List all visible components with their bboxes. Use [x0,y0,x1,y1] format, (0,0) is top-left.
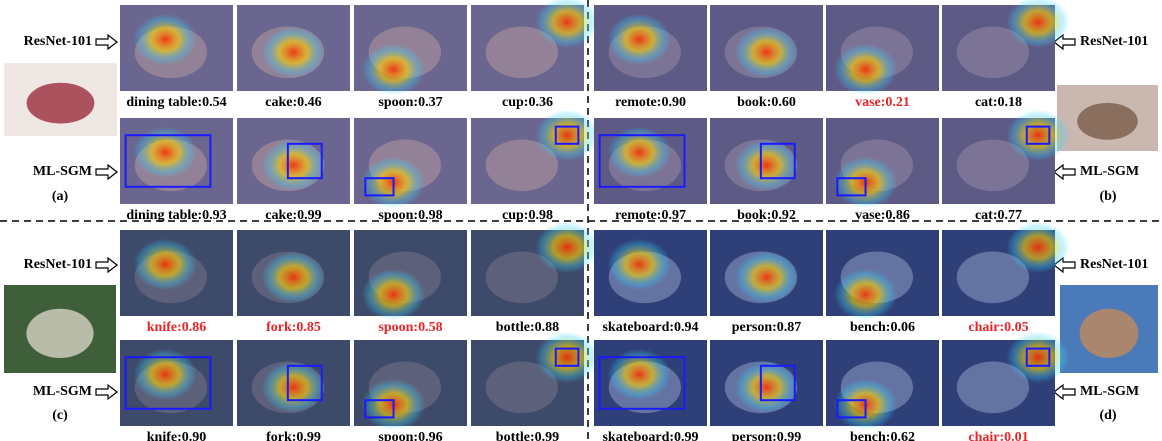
heatmap [362,44,425,96]
model-name: ResNet-101 [24,34,92,49]
heatmap [608,14,671,66]
heatmap [535,109,598,161]
class-score: cat:0.77 [975,208,1022,223]
model-name: ML-SGM [1080,384,1139,399]
class-score: spoon:0.96 [378,430,442,441]
class-score: cat:0.18 [975,95,1022,110]
class-score: spoon:0.98 [378,208,442,223]
model-name: ML-SGM [1080,164,1139,179]
heatmap [535,331,598,383]
class-score: fork:0.85 [266,320,321,335]
heatmap [134,14,197,66]
heatmap [362,269,425,321]
panel-tag: (d) [1099,408,1116,423]
heatmap [1006,221,1069,273]
class-score: cup:0.36 [502,95,553,110]
arrow [96,258,117,272]
heatmap [262,251,325,303]
model-name: ResNet-101 [1080,257,1148,272]
input-image-object [1077,103,1138,140]
class-score: remote:0.97 [615,208,686,223]
class-score: bench:0.06 [850,320,915,335]
class-score: skateboard:0.99 [602,430,698,441]
heatmap [134,239,197,291]
body: (a) ResNet-101 dining table:0.54 cake:0.46 s… [0,0,1162,441]
class-score: chair:0.01 [968,430,1028,441]
class-score: book:0.92 [737,208,796,223]
heatmap [262,27,325,79]
panel-tag: (c) [52,408,68,423]
model-name: ML-SGM [33,164,92,179]
class-score: cup:0.98 [502,208,553,223]
heatmap [834,44,897,96]
class-score: fork:0.99 [266,430,321,441]
heatmap [834,269,897,321]
input-image-object [27,83,95,124]
page: {"panels": [ {"tag": "(a)", "rows": [ {"… [0,0,1162,441]
model-name: ML-SGM [33,384,92,399]
class-score: skateboard:0.94 [602,320,698,335]
heatmap [262,140,325,192]
heatmap [735,251,798,303]
class-score: book:0.60 [737,95,796,110]
heatmap [735,27,798,79]
class-score: person:0.99 [732,430,802,441]
arrow [96,35,117,49]
heatmap [608,239,671,291]
arrow [1054,385,1075,399]
class-score: chair:0.05 [968,320,1028,335]
class-score: person:0.87 [732,320,802,335]
arrow [96,385,117,399]
class-score: bottle:0.88 [496,320,559,335]
panel-tag: (b) [1099,189,1116,204]
heatmap [735,362,798,414]
class-score: cake:0.46 [265,95,321,110]
model-name: ResNet-101 [24,257,92,272]
model-name: ResNet-101 [1080,34,1148,49]
input-image-object [26,309,93,358]
heatmap [535,221,598,273]
class-score: dining table:0.54 [126,95,226,110]
class-score: vase:0.86 [855,208,910,223]
panel-tag: (a) [52,189,69,204]
class-score: dining table:0.93 [126,208,226,223]
class-score: knife:0.90 [147,430,207,441]
class-score: bottle:0.99 [496,430,559,441]
arrow [96,165,117,179]
arrow [1054,165,1075,179]
figure: (a) ResNet-101 dining table:0.54 cake:0.46 s… [0,0,1162,441]
heatmap [1006,109,1069,161]
class-score: knife:0.86 [147,320,207,335]
class-score: bench:0.62 [850,430,915,441]
heatmap [262,362,325,414]
input-image-object [1080,309,1139,358]
class-score: spoon:0.37 [378,95,442,110]
class-score: vase:0.21 [855,95,910,110]
class-score: cake:0.99 [265,208,321,223]
class-score: spoon:0.58 [378,320,442,335]
class-score: remote:0.90 [615,95,686,110]
heatmap [1006,331,1069,383]
heatmap [735,140,798,192]
